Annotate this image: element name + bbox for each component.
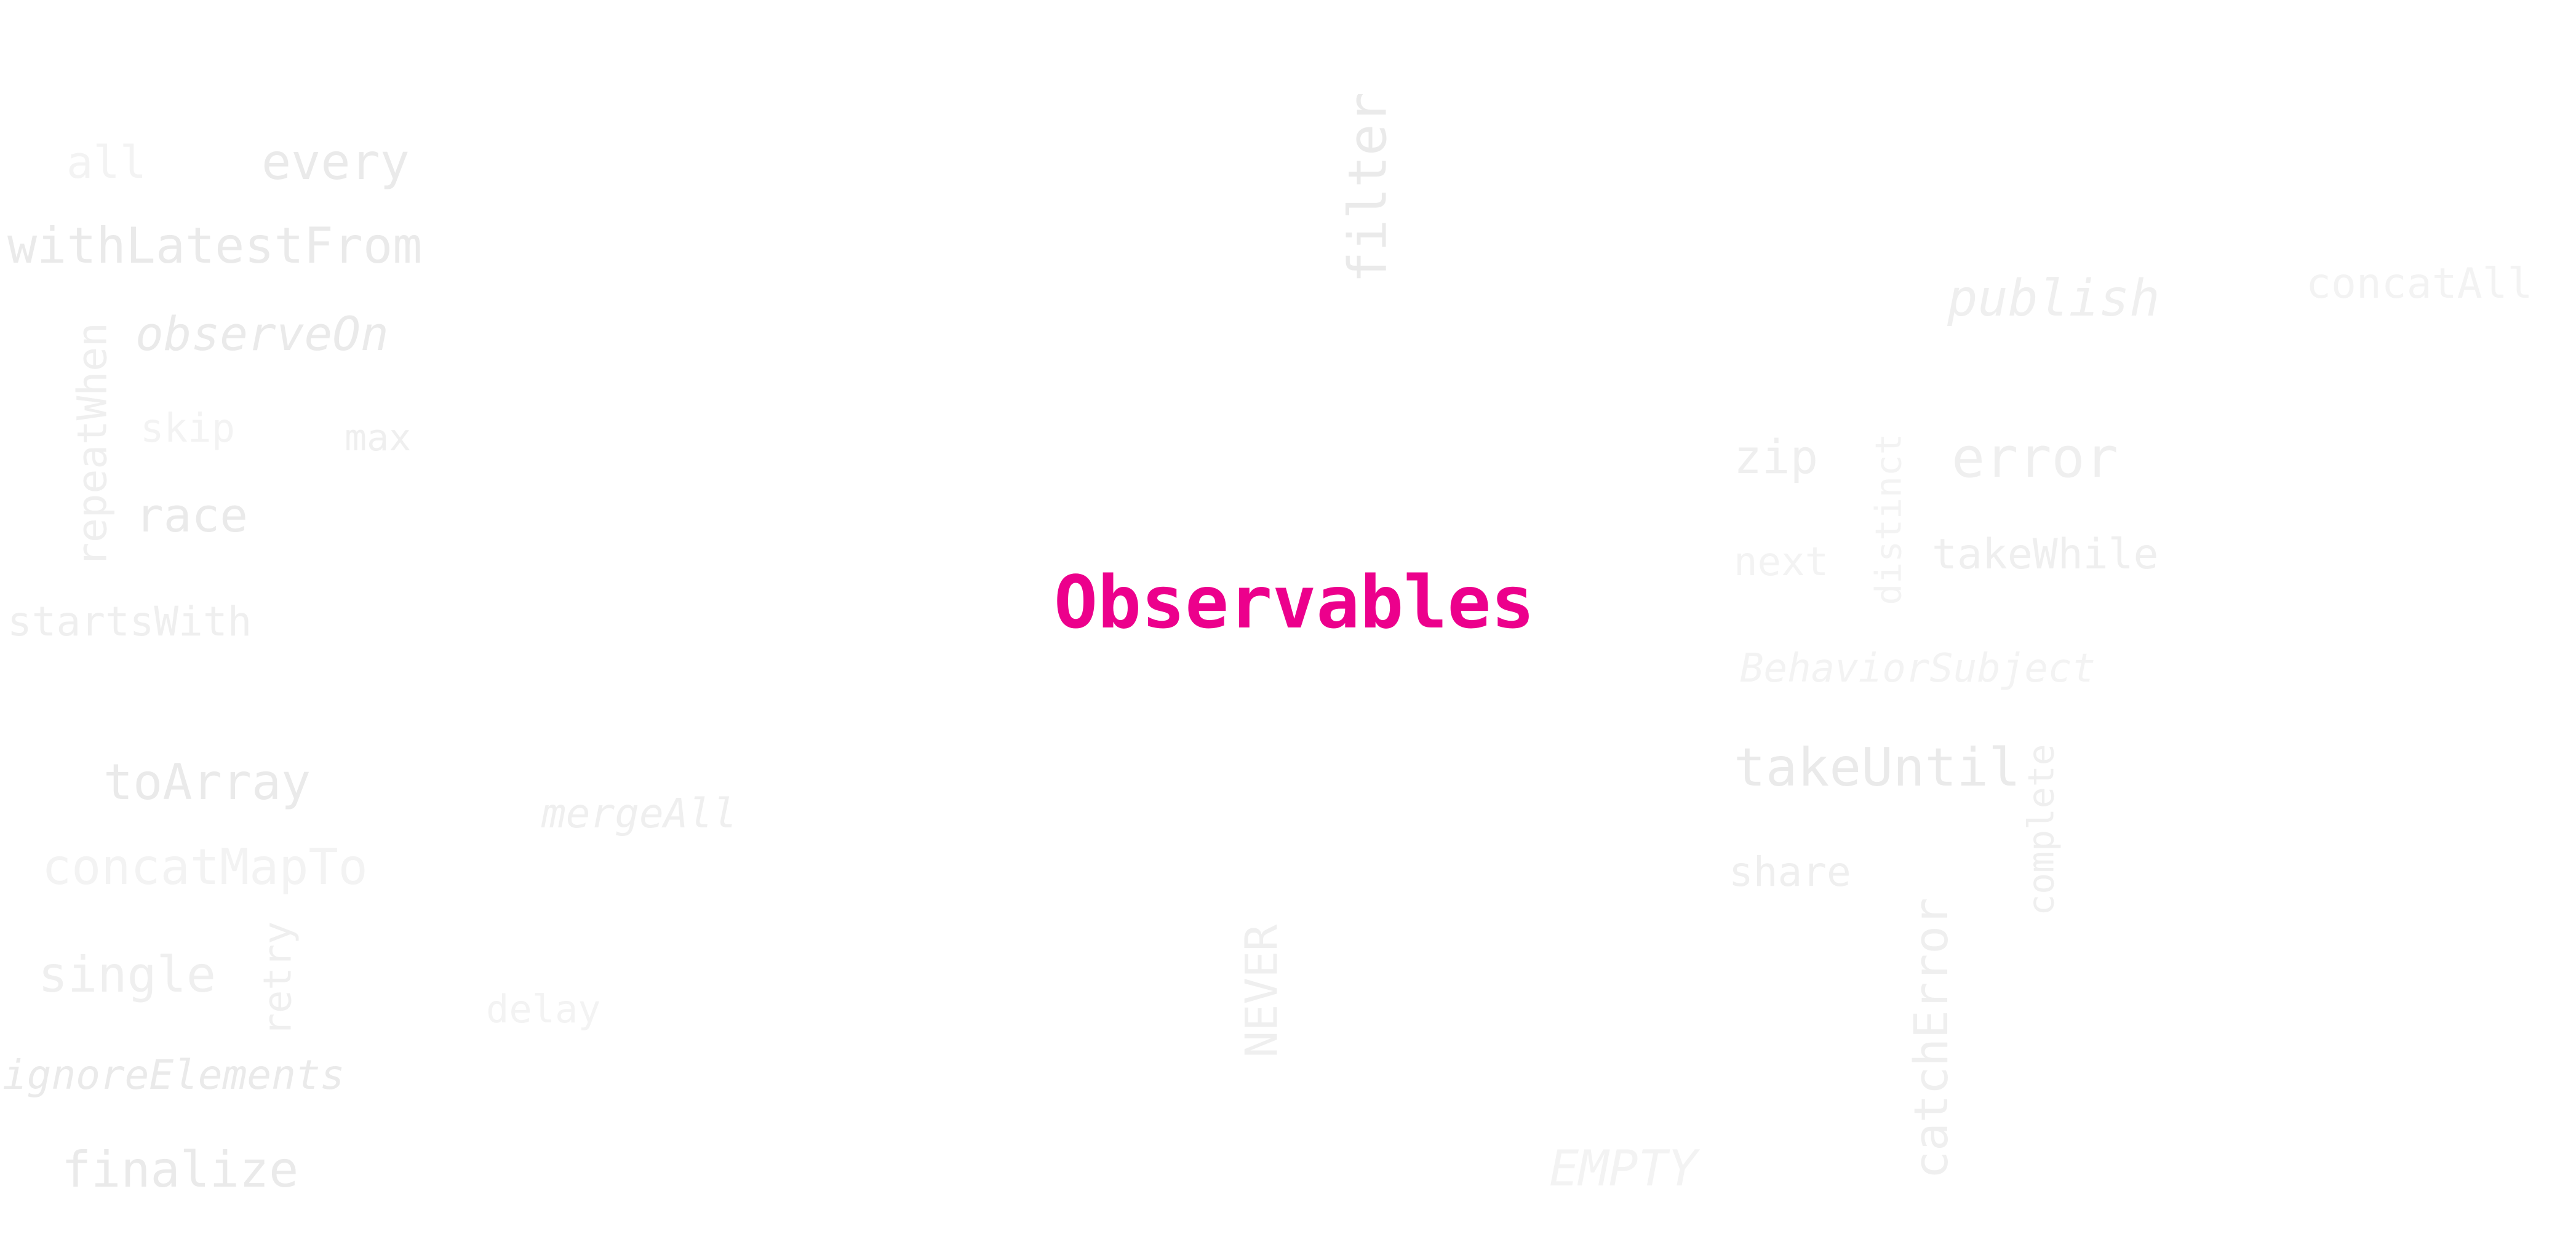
word-zip: zip — [1734, 429, 1819, 484]
word-complete: complete — [2020, 744, 2062, 916]
word-publish: publish — [1947, 269, 2160, 328]
word-race: race — [135, 488, 249, 543]
word-ignoreelements: ignoreElements — [2, 1051, 345, 1099]
word-empty: EMPTY — [1549, 1140, 1697, 1197]
word-mergeall: mergeAll — [541, 790, 737, 837]
word-catcherror: catchError — [1903, 898, 1958, 1179]
center-title: Observables — [1054, 560, 1535, 645]
word-share: share — [1729, 848, 1851, 896]
word-toarray: toArray — [103, 754, 311, 811]
word-takeuntil: takeUntil — [1734, 737, 2020, 798]
word-finalize: finalize — [62, 1141, 299, 1198]
word-behaviorsubject: BehaviorSubject — [1740, 646, 2095, 691]
word-concatall: concatAll — [2306, 260, 2533, 308]
word-max: max — [345, 416, 412, 460]
word-takewhile: takeWhile — [1932, 530, 2159, 579]
word-withlatestfrom: withLatestFrom — [7, 217, 423, 274]
word-observeon: observeOn — [135, 306, 389, 361]
word-error: error — [1952, 426, 2118, 490]
word-retry: retry — [255, 921, 300, 1037]
word-next: next — [1734, 539, 1829, 585]
word-startswith: startsWith — [7, 598, 252, 645]
word-delay: delay — [486, 987, 601, 1032]
word-concatmapto: concatMapTo — [42, 838, 368, 896]
word-never: NEVER — [1235, 924, 1288, 1058]
word-every: every — [261, 133, 410, 191]
word-skip: skip — [140, 406, 236, 452]
word-single: single — [38, 946, 216, 1003]
word-repeatwhen: repeatWhen — [68, 322, 116, 567]
word-all: all — [66, 137, 147, 188]
word-distinct: distinct — [1867, 433, 1910, 605]
word-filter: filter — [1337, 92, 1399, 284]
